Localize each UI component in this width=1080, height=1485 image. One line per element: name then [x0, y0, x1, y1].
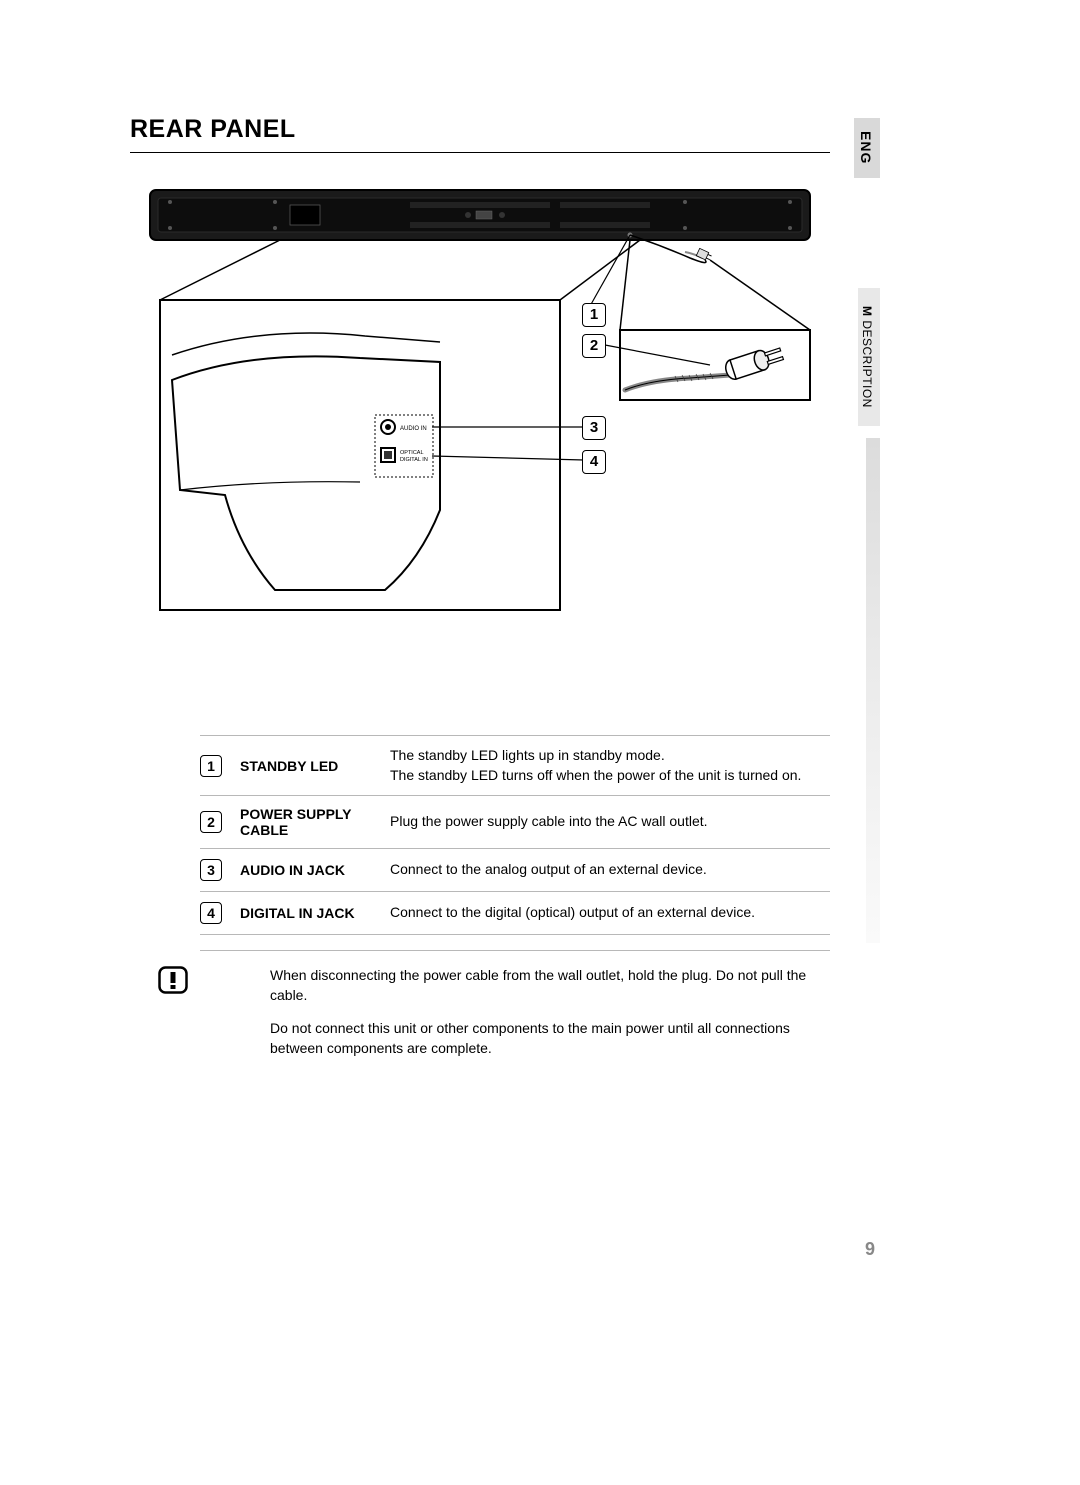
row-label: STANDBY LED	[232, 736, 382, 796]
caution-section: When disconnecting the power cable from …	[200, 950, 830, 1072]
row-desc-text: The standby LED lights up in standby mod…	[390, 747, 801, 783]
caution-line: When disconnecting the power cable from …	[270, 966, 830, 1005]
parts-table: 1 STANDBY LED The standby LED lights up …	[200, 735, 830, 935]
callout-2: 2	[582, 334, 606, 358]
row-num-cell: 1	[200, 736, 232, 796]
audio-in-label: AUDIO IN	[400, 426, 427, 432]
num-box: 4	[200, 902, 222, 924]
row-label: DIGITAL IN JACK	[232, 892, 382, 935]
table-row: 1 STANDBY LED The standby LED lights up …	[200, 736, 830, 796]
page-number: 9	[865, 1239, 875, 1260]
detail-box-plug	[620, 240, 810, 400]
callout-3: 3	[582, 416, 606, 440]
row-label: POWER SUPPLY CABLE	[232, 796, 382, 849]
lang-tab: ENG	[854, 118, 880, 178]
table-row: 2 POWER SUPPLY CABLE Plug the power supp…	[200, 796, 830, 849]
callout-1: 1	[582, 303, 606, 327]
row-label: AUDIO IN JACK	[232, 849, 382, 892]
row-desc: The standby LED lights up in standby mod…	[382, 736, 830, 796]
section-label: DESCRIPTION	[860, 320, 874, 408]
diagram-svg: AUDIO IN OPTICAL DIGITAL IN	[130, 180, 830, 620]
row-num-cell: 3	[200, 849, 232, 892]
page-content: REAR PANEL	[130, 115, 830, 153]
fade-bar	[866, 438, 880, 943]
num-box: 2	[200, 811, 222, 833]
optical-label: OPTICAL	[400, 450, 424, 456]
callout-4: 4	[582, 450, 606, 474]
row-desc: Connect to the analog output of an exter…	[382, 849, 830, 892]
table-row: 3 AUDIO IN JACK Connect to the analog ou…	[200, 849, 830, 892]
section-prefix: M	[860, 306, 874, 320]
table-row: 4 DIGITAL IN JACK Connect to the digital…	[200, 892, 830, 935]
digital-label: DIGITAL IN	[400, 457, 428, 463]
row-num-cell: 4	[200, 892, 232, 935]
caution-icon	[158, 966, 188, 994]
num-box: 1	[200, 755, 222, 777]
caution-text: When disconnecting the power cable from …	[200, 966, 830, 1058]
row-num-cell: 2	[200, 796, 232, 849]
section-tab: M DESCRIPTION	[858, 288, 880, 426]
num-box: 3	[200, 859, 222, 881]
caution-line: Do not connect this unit or other compon…	[270, 1019, 830, 1058]
soundbar-body	[150, 190, 810, 240]
page-title: REAR PANEL	[130, 115, 830, 153]
rear-panel-diagram: AUDIO IN OPTICAL DIGITAL IN	[130, 180, 830, 620]
detail-box-panel: AUDIO IN OPTICAL DIGITAL IN	[160, 240, 640, 610]
row-desc: Connect to the digital (optical) output …	[382, 892, 830, 935]
row-desc: Plug the power supply cable into the AC …	[382, 796, 830, 849]
